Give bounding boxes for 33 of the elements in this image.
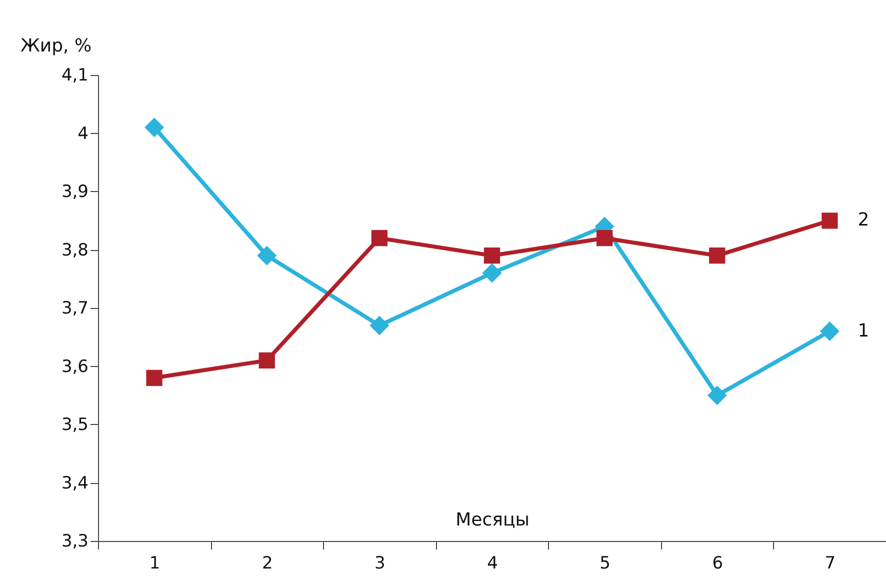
- x-axis-title: Месяцы: [456, 510, 530, 530]
- series-label: 2: [858, 210, 870, 231]
- point: [822, 212, 838, 229]
- y-tick-label: 3,7: [61, 298, 88, 318]
- y-tick-label: 4,1: [61, 66, 88, 86]
- y-tick-label: 4: [78, 124, 88, 144]
- y-tick-label: 3,4: [61, 473, 88, 494]
- point: [144, 118, 164, 138]
- y-tick-label: 3,6: [61, 356, 88, 377]
- point: [371, 230, 388, 246]
- y-tick-label: 3,9: [61, 182, 88, 202]
- point: [484, 248, 500, 264]
- point: [709, 248, 726, 264]
- y-tick-label: 3,3: [61, 532, 88, 552]
- x-tick-label: 6: [712, 554, 724, 574]
- y-axis-title: Жир, %: [20, 36, 92, 56]
- point: [820, 322, 840, 342]
- series-label: 1: [858, 320, 870, 342]
- x-tick-label: 1: [149, 554, 160, 574]
- point: [596, 230, 613, 246]
- y-tick-label: 3,5: [61, 415, 88, 435]
- point: [370, 316, 390, 336]
- point: [707, 386, 727, 406]
- x-tick-label: 5: [600, 554, 610, 574]
- point: [257, 246, 277, 266]
- point: [482, 263, 502, 283]
- y-tick-label: 3,8: [61, 240, 88, 260]
- x-tick-label: 3: [374, 554, 386, 574]
- point: [146, 370, 162, 386]
- point: [258, 352, 275, 368]
- x-tick-label: 7: [824, 554, 836, 574]
- x-tick-label: 2: [262, 554, 273, 574]
- x-tick-label: 4: [487, 554, 498, 574]
